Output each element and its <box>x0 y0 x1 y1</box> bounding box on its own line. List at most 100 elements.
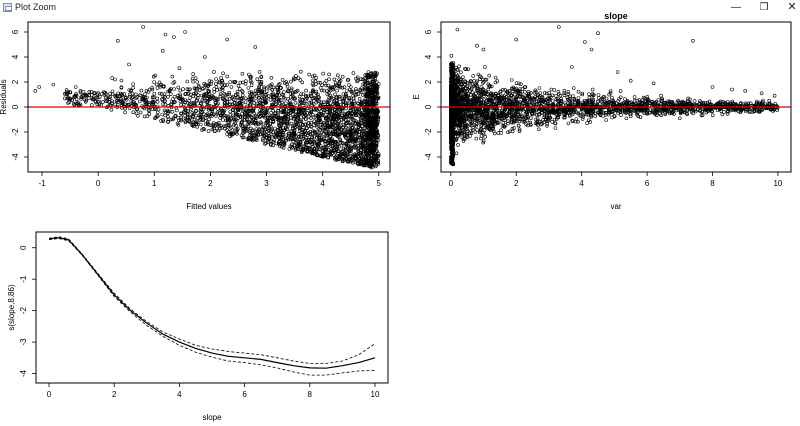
data-point <box>269 139 274 144</box>
data-point <box>486 92 490 96</box>
data-point <box>503 123 508 127</box>
data-point <box>363 126 367 131</box>
data-point <box>264 89 269 94</box>
data-point <box>262 134 266 138</box>
data-point <box>247 120 251 125</box>
data-point <box>533 95 538 99</box>
data-point <box>528 96 533 101</box>
data-point <box>628 112 632 116</box>
data-point <box>92 90 96 95</box>
data-point <box>616 99 621 103</box>
data-point <box>249 90 254 94</box>
data-point <box>608 89 613 93</box>
data-point <box>241 129 245 133</box>
data-point <box>344 121 348 126</box>
data-point <box>298 119 303 123</box>
data-point <box>301 123 306 127</box>
data-point <box>232 122 236 127</box>
data-point <box>300 98 305 102</box>
data-point <box>292 96 297 100</box>
data-point <box>252 121 256 125</box>
data-point <box>470 120 475 124</box>
data-point <box>220 79 225 83</box>
data-point <box>321 100 326 104</box>
data-point <box>375 90 379 95</box>
data-point <box>139 88 144 93</box>
y-tick-label: 2 <box>11 79 20 84</box>
minimize-button[interactable]: — <box>731 2 741 13</box>
data-point <box>296 147 300 151</box>
data-point <box>456 143 460 147</box>
scatter-point-cloud <box>448 25 780 167</box>
data-point <box>372 102 376 107</box>
data-point <box>286 88 291 93</box>
data-point <box>269 82 274 87</box>
data-point <box>744 109 748 114</box>
close-button[interactable]: ✕ <box>787 1 797 13</box>
data-point <box>150 86 154 90</box>
data-point <box>233 80 237 85</box>
data-point <box>293 125 297 130</box>
y-tick-label: -4 <box>11 153 20 161</box>
data-point <box>156 107 161 112</box>
data-point <box>337 130 342 135</box>
data-point <box>332 157 337 161</box>
data-point <box>129 99 134 103</box>
data-point <box>346 141 351 146</box>
data-point <box>491 102 496 106</box>
data-point <box>113 102 117 107</box>
data-point <box>240 93 245 97</box>
data-point <box>202 93 206 98</box>
data-point <box>326 130 331 134</box>
data-point <box>355 75 360 80</box>
maximize-button[interactable]: ❐ <box>759 2 769 13</box>
data-point <box>373 70 378 75</box>
data-point <box>332 100 336 105</box>
data-point <box>185 79 190 84</box>
data-point <box>352 101 357 106</box>
data-point <box>335 142 340 147</box>
data-point <box>482 132 486 137</box>
data-point <box>276 90 280 94</box>
data-point <box>292 76 296 80</box>
data-point <box>300 80 305 85</box>
data-point <box>658 111 662 116</box>
data-point <box>289 121 294 126</box>
data-point <box>343 112 347 116</box>
data-point <box>600 102 605 107</box>
data-point <box>100 92 104 96</box>
data-point <box>476 72 481 77</box>
data-point <box>359 134 364 138</box>
data-point <box>273 110 278 115</box>
data-point <box>243 81 248 86</box>
data-point <box>502 112 506 116</box>
data-point <box>519 82 523 87</box>
data-point <box>601 106 606 110</box>
data-point <box>315 153 320 158</box>
data-point <box>359 117 363 122</box>
data-point <box>580 117 585 121</box>
data-point <box>339 102 343 107</box>
data-point <box>463 80 468 84</box>
y-tick-label: 0 <box>11 104 20 109</box>
data-point <box>602 100 607 104</box>
data-point <box>206 113 211 118</box>
data-point <box>289 86 294 91</box>
data-point <box>336 151 341 156</box>
data-point <box>570 119 575 123</box>
data-point <box>236 84 241 88</box>
data-point <box>341 141 346 146</box>
data-point <box>238 80 243 85</box>
data-point <box>275 93 279 97</box>
data-point <box>241 135 246 140</box>
data-point <box>643 99 647 103</box>
data-point <box>249 115 254 119</box>
data-point <box>545 122 549 126</box>
data-point <box>310 148 315 153</box>
data-point <box>303 117 308 121</box>
data-point <box>312 73 317 78</box>
data-point <box>259 111 263 116</box>
data-point <box>354 139 359 144</box>
data-point <box>250 119 254 123</box>
data-point <box>374 90 379 94</box>
